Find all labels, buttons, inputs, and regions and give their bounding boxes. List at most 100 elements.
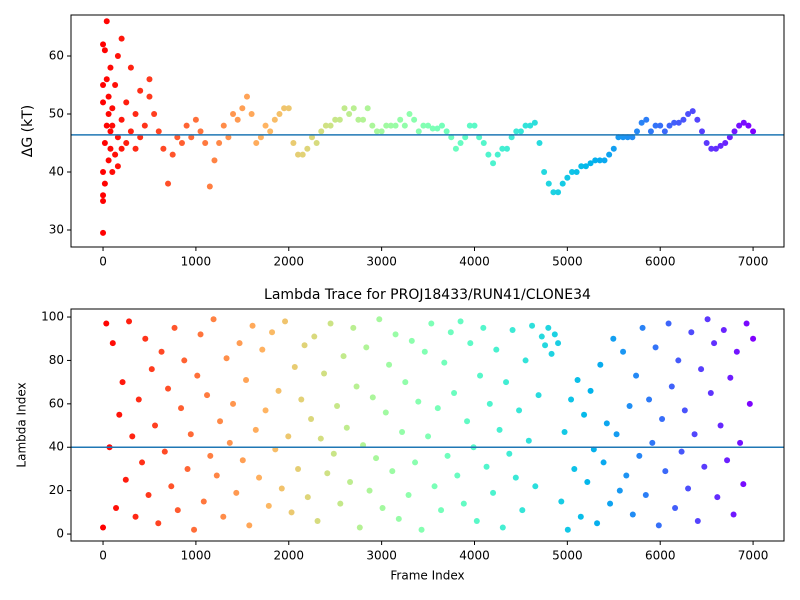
point <box>708 145 715 152</box>
point <box>441 359 448 366</box>
point <box>623 472 630 479</box>
point <box>425 433 432 440</box>
y-tick-label: 40 <box>49 440 64 454</box>
point <box>671 119 678 126</box>
point <box>545 180 552 187</box>
point <box>724 457 731 464</box>
point <box>178 405 185 412</box>
point <box>146 93 153 100</box>
point <box>103 122 110 129</box>
point <box>188 134 195 141</box>
point <box>434 125 441 132</box>
y-tick-label: 20 <box>49 483 64 497</box>
point <box>499 145 506 152</box>
point <box>234 116 241 123</box>
point <box>330 450 337 457</box>
point <box>587 387 594 394</box>
x-tick-label: 2000 <box>273 549 304 563</box>
point <box>101 140 108 147</box>
point <box>230 400 237 407</box>
point <box>389 468 396 475</box>
point <box>408 337 415 344</box>
point <box>746 400 753 407</box>
point <box>431 483 438 490</box>
point <box>573 169 580 176</box>
point <box>672 505 679 512</box>
point <box>522 122 529 129</box>
y-axis-label: Lambda Index <box>15 382 29 467</box>
point <box>681 407 688 414</box>
point <box>233 489 240 496</box>
point <box>411 116 418 123</box>
point <box>476 134 483 141</box>
point <box>392 331 399 338</box>
point <box>271 116 278 123</box>
point <box>652 122 659 129</box>
x-tick-label: 0 <box>99 255 107 269</box>
point <box>373 455 380 462</box>
point <box>615 134 622 141</box>
point <box>532 483 539 490</box>
point <box>717 142 724 149</box>
point <box>740 119 747 126</box>
point <box>397 116 404 123</box>
point <box>230 111 237 118</box>
point <box>473 518 480 525</box>
point <box>434 405 441 412</box>
point <box>535 392 542 399</box>
point <box>714 494 721 501</box>
point <box>343 424 350 431</box>
point <box>155 520 162 527</box>
point <box>508 134 515 141</box>
point <box>513 128 520 135</box>
point <box>132 145 139 152</box>
point <box>642 491 649 498</box>
point <box>127 128 134 135</box>
point <box>113 505 120 512</box>
x-tick-label: 4000 <box>459 255 490 269</box>
point <box>100 41 107 48</box>
point <box>578 163 585 170</box>
point <box>466 122 473 129</box>
point <box>548 350 555 357</box>
point <box>112 82 119 89</box>
point <box>659 416 666 423</box>
point <box>496 426 503 433</box>
point <box>386 361 393 368</box>
point <box>118 35 125 42</box>
y-tick-label: 60 <box>49 49 64 63</box>
point <box>210 316 217 323</box>
point <box>577 513 584 520</box>
point <box>267 128 274 135</box>
point <box>109 122 116 129</box>
point <box>252 426 259 433</box>
x-tick-label: 5000 <box>552 549 583 563</box>
point <box>100 99 107 106</box>
point <box>703 140 710 147</box>
point <box>122 476 129 483</box>
x-tick-label: 7000 <box>738 549 769 563</box>
point <box>722 140 729 147</box>
point <box>531 119 538 126</box>
point <box>740 481 747 488</box>
point <box>100 192 107 199</box>
point <box>694 518 701 525</box>
point <box>366 487 373 494</box>
point <box>211 157 218 164</box>
point <box>486 400 493 407</box>
point <box>369 122 376 129</box>
point <box>207 452 214 459</box>
point <box>584 478 591 485</box>
point <box>616 487 623 494</box>
point <box>200 498 207 505</box>
point <box>652 344 659 351</box>
point <box>701 463 708 470</box>
point <box>406 111 413 118</box>
point <box>146 76 153 83</box>
point <box>317 435 324 442</box>
point <box>680 116 687 123</box>
point <box>336 116 343 123</box>
point <box>564 526 571 533</box>
point <box>490 489 497 496</box>
